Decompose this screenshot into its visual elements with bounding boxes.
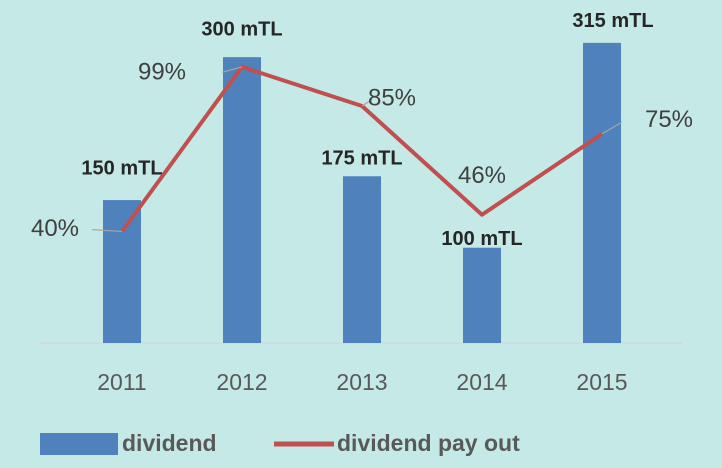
bar-value-label: 150 mTL	[81, 157, 162, 179]
line-value-label: 46%	[458, 162, 506, 189]
x-tick-label: 2014	[456, 369, 507, 395]
bar	[463, 247, 501, 343]
bar-value-label: 175 mTL	[321, 148, 402, 170]
bar-value-label: 300 mTL	[201, 18, 282, 40]
legend-swatch	[40, 433, 118, 455]
bar	[343, 176, 381, 343]
leader-line	[361, 99, 373, 107]
legend-label: dividend	[122, 430, 217, 456]
x-tick-label: 2012	[216, 369, 267, 395]
leader-line	[91, 229, 123, 233]
bar	[103, 200, 141, 343]
line-value-label: 40%	[31, 215, 79, 242]
x-tick-label: 2013	[336, 369, 387, 395]
line-value-label: 99%	[138, 58, 186, 85]
line-value-label: 85%	[368, 84, 416, 111]
leader-line	[221, 66, 243, 73]
bar-value-label: 100 mTL	[441, 228, 522, 250]
bar-value-label: 315 mTL	[572, 10, 653, 32]
leader-line	[601, 121, 623, 135]
x-tick-label: 2011	[97, 369, 146, 395]
x-tick-label: 2015	[576, 369, 627, 395]
legend-label: dividend pay out	[337, 430, 520, 456]
bar	[223, 57, 261, 344]
bar	[583, 42, 621, 343]
line-value-label: 75%	[645, 106, 693, 133]
